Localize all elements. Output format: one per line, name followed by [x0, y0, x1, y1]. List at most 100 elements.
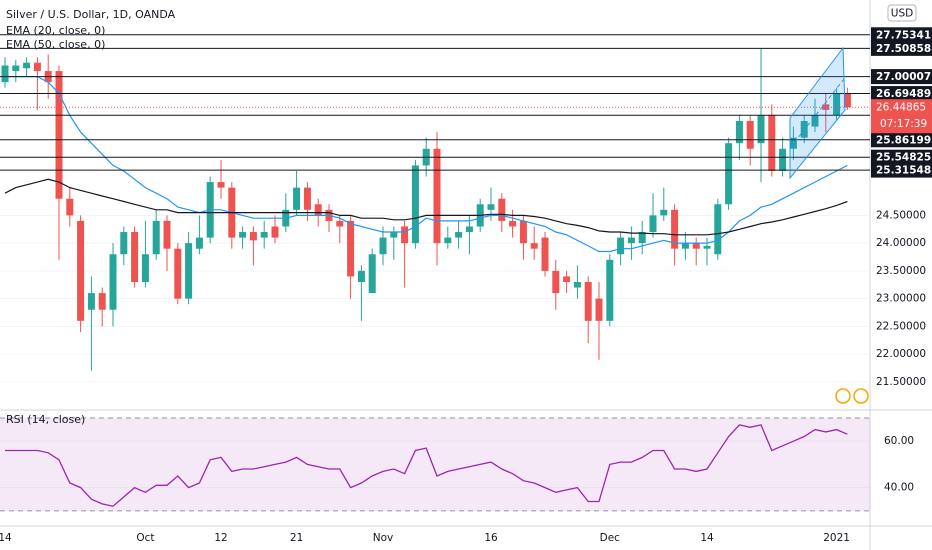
chart-title: Silver / U.S. Dollar, 1D, OANDA	[6, 8, 176, 21]
x-tick-label: Nov	[373, 532, 394, 544]
candle-body	[627, 237, 635, 244]
candle-body	[552, 270, 560, 294]
candle-body	[746, 121, 754, 149]
level-label-box	[871, 40, 932, 56]
candle-body	[195, 237, 203, 249]
candle-body	[336, 220, 344, 227]
candle-body	[573, 281, 581, 288]
candle-body	[660, 209, 668, 216]
candle-body	[703, 245, 711, 249]
candle-body	[217, 182, 225, 188]
candle-body	[530, 243, 538, 249]
currency-box[interactable]	[887, 4, 917, 22]
last-price-box	[871, 99, 932, 134]
x-tick-label: 12	[214, 532, 227, 544]
level-label: 25.86199	[876, 134, 931, 146]
candle-body	[779, 148, 787, 171]
candle-body	[33, 62, 41, 72]
y-tick-label: 24.00000	[876, 237, 926, 249]
candle-body	[87, 293, 95, 310]
x-tick-label: Oct	[136, 532, 154, 544]
candle-body	[379, 237, 387, 255]
candle-body	[498, 198, 506, 221]
candle-body	[66, 198, 74, 216]
candle-body	[509, 220, 517, 227]
legend-entry: EMA (50, close, 0)	[6, 38, 105, 51]
candle-body	[411, 165, 419, 244]
event-icon[interactable]	[853, 388, 869, 404]
y-tick-label: 24.50000	[876, 209, 926, 221]
candle-body	[757, 115, 765, 144]
level-label-box	[871, 132, 932, 148]
candle-body	[692, 243, 700, 249]
candle-body	[174, 248, 182, 299]
candle-body	[239, 232, 247, 238]
candle-body	[595, 298, 603, 321]
candle-body	[23, 62, 31, 69]
channel-midline	[789, 78, 845, 149]
candle-body	[433, 148, 441, 244]
level-label: 27.75341	[876, 29, 931, 41]
candle-body	[249, 232, 257, 241]
rsi-title: RSI (14, close)	[6, 413, 85, 426]
candle-body	[185, 243, 193, 299]
ema-line	[5, 75, 848, 253]
candle-body	[465, 226, 473, 233]
candle-body	[735, 121, 743, 144]
candle-body	[833, 93, 841, 116]
candle-body	[357, 270, 365, 282]
candle-body	[293, 187, 301, 210]
y-tick-label: 22.00000	[876, 348, 926, 360]
candle-body	[638, 232, 646, 244]
y-tick-label: 21.50000	[876, 376, 926, 388]
last-price-label: 26.44865	[876, 102, 926, 114]
candle-body	[314, 204, 322, 216]
y-tick-label: 23.50000	[876, 265, 926, 277]
y-tick-label: 22.50000	[876, 320, 926, 332]
candle-body	[789, 137, 797, 149]
x-tick-label: Dec	[600, 532, 621, 544]
candle-body	[541, 237, 549, 271]
candle-body	[401, 226, 409, 244]
x-tick-label: 21	[290, 532, 303, 544]
candle-body	[120, 232, 128, 255]
candle-body	[681, 243, 689, 249]
level-label: 27.50858	[876, 43, 931, 55]
event-icon[interactable]	[835, 388, 851, 404]
level-label-box	[871, 69, 932, 85]
candle-body	[390, 232, 398, 238]
candle-body	[303, 187, 311, 210]
candle-body	[347, 220, 355, 277]
y-tick-label: 60.00	[884, 435, 914, 447]
candle-body	[163, 220, 171, 249]
candle-body	[671, 209, 679, 249]
level-label-box	[871, 162, 932, 178]
marks	[0, 34, 870, 512]
candle-body	[606, 259, 614, 321]
level-label-box	[871, 27, 932, 43]
level-label-box	[871, 86, 932, 102]
x-tick-label: 14	[0, 532, 12, 544]
candle-body	[131, 232, 139, 282]
candle-body	[811, 115, 819, 127]
level-label: 25.54825	[876, 152, 931, 164]
candle-body	[649, 215, 657, 233]
candle-body	[12, 65, 20, 72]
level-label: 27.00007	[876, 71, 931, 83]
candle-body	[714, 204, 722, 255]
candle-body	[768, 115, 776, 171]
candle-body	[152, 220, 160, 255]
candle-body	[77, 220, 85, 321]
candle-body	[260, 232, 268, 238]
candle-body	[584, 281, 592, 321]
candle-body	[271, 226, 279, 238]
candle-body	[519, 220, 527, 244]
currency[interactable]: USD	[891, 8, 913, 20]
rsi-background	[0, 417, 870, 511]
candle-body	[487, 204, 495, 210]
countdown: 07:17:39	[880, 118, 927, 130]
x-tick-label: 14	[700, 532, 714, 544]
